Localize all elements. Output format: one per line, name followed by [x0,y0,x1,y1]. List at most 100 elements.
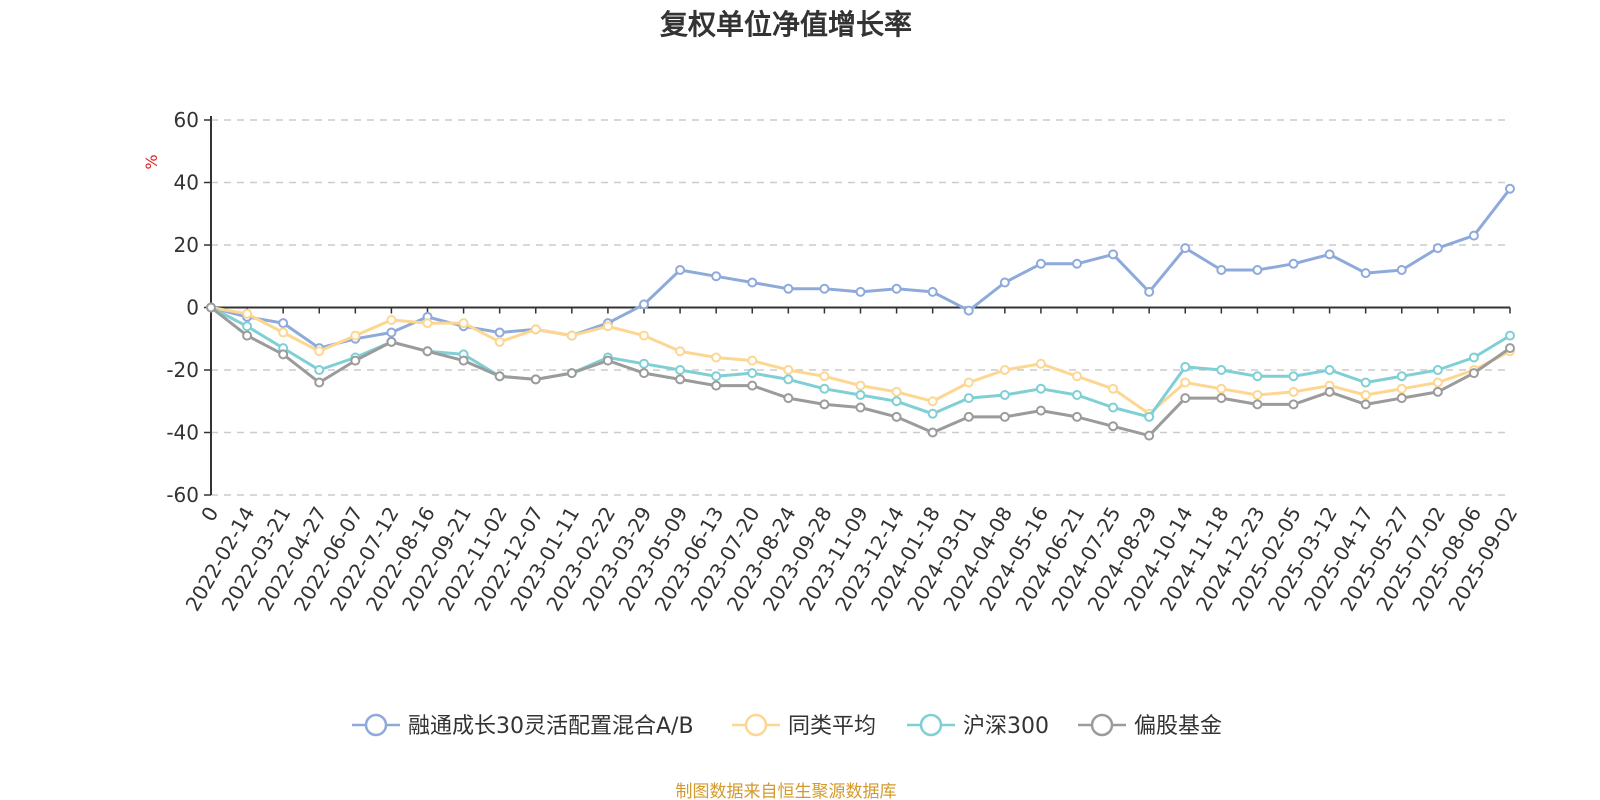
data-point [1252,390,1263,400]
data-point [1396,371,1407,382]
data-point [1505,343,1515,354]
data-point [855,390,866,400]
y-tick-label: 40 [174,171,199,195]
data-point [1252,371,1263,382]
data-point [1252,399,1263,410]
data-point [1180,361,1191,372]
data-point [999,390,1010,400]
legend-marker [744,713,768,737]
legend-item[interactable]: 沪深300 [907,713,1049,739]
data-point [1288,399,1299,410]
data-point [891,386,902,397]
data-point [1035,405,1046,416]
legend-item[interactable]: 偏股基金 [1078,713,1222,739]
data-point [530,374,541,385]
data-point [927,427,938,438]
data-point [927,396,938,407]
axes [210,116,1510,495]
data-point [1468,352,1479,363]
data-point [639,299,649,310]
legend-label: 融通成长30灵活配置混合A/B [408,714,694,739]
data-point [566,368,577,379]
data-point [999,411,1010,422]
data-point [566,330,577,341]
data-point [963,305,974,316]
data-point [1144,286,1155,297]
data-point [891,411,902,422]
data-point [1072,371,1082,382]
data-point [494,371,505,382]
chart-title: 复权单位净值增长率 [660,8,912,41]
data-point [1180,243,1191,254]
data-point [819,383,830,394]
data-point [278,349,289,360]
data-point [747,277,758,288]
data-point [1035,258,1046,269]
data-point [1505,183,1515,194]
data-point [1216,265,1227,275]
data-point [1432,365,1443,375]
y-tick-label: 20 [174,233,199,257]
data-point [819,371,830,382]
data-point [639,358,649,369]
data-point [206,302,216,313]
data-point [1108,402,1119,413]
data-point [963,411,974,422]
data-point [1216,383,1227,394]
legend-marker [364,713,388,737]
data-point [1144,430,1155,441]
data-point [422,346,433,357]
data-point [1396,383,1407,394]
data-point [819,283,830,294]
data-point [783,365,794,375]
data-point [1252,265,1263,275]
data-point [386,315,397,325]
data-point [494,336,505,347]
data-point [819,399,830,410]
data-point [711,271,722,282]
data-point [855,286,866,297]
y-tick-label: -20 [166,358,199,382]
data-point [783,283,794,294]
data-point [1432,243,1443,254]
data-point [1108,383,1119,394]
data-point [494,327,505,338]
data-point [1360,377,1371,388]
legend-item[interactable]: 同类平均 [732,713,876,739]
series-3 [206,302,1515,441]
y-tick-label: 60 [174,108,199,132]
data-point [1072,390,1082,400]
data-point [422,318,433,329]
data-point [639,330,649,341]
data-point [855,402,866,413]
data-point [747,368,758,379]
data-point [1288,386,1299,397]
data-point [386,327,397,338]
y-axis-ticks: 60 40 20 0 -20 -40 -60 [166,108,211,507]
data-point [639,368,649,379]
data-point [350,355,361,366]
data-point [1324,386,1335,397]
data-point [1505,330,1515,341]
legend-item[interactable]: 融通成长30灵活配置混合A/B [352,713,694,739]
data-point [927,286,938,297]
data-point [891,283,902,294]
data-point [1468,230,1479,241]
legend[interactable]: 融通成长30灵活配置混合A/B 同类平均 沪深300 偏股基金 [352,713,1222,739]
data-point [1360,399,1371,410]
data-point [711,371,722,382]
legend-marker [919,713,943,737]
data-point [747,380,758,391]
data-point [891,396,902,407]
data-point [1216,365,1227,375]
data-point [1180,377,1191,388]
series-0 [206,183,1515,354]
data-point [350,330,361,341]
data-point [1108,421,1119,432]
y-tick-label: 0 [186,296,199,320]
series-line [209,306,1512,419]
y-tick-label: -40 [166,421,199,445]
data-point [963,377,974,388]
data-point [1035,358,1046,369]
